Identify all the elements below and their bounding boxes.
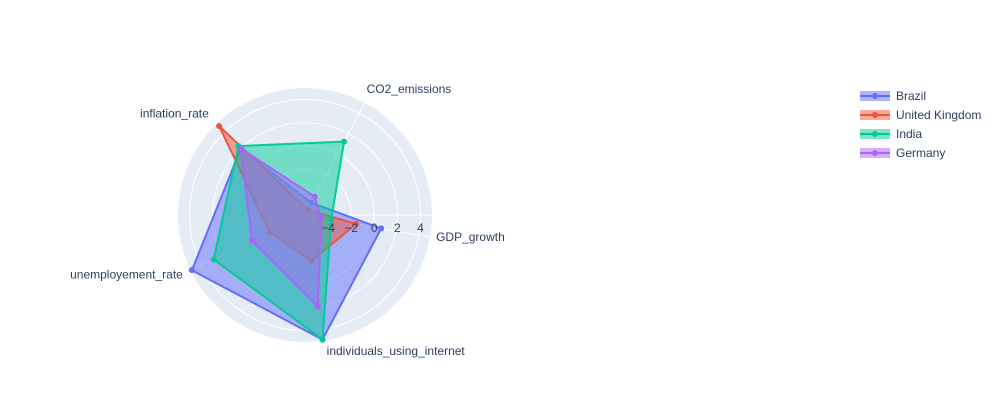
legend-label: United Kingdom: [896, 108, 981, 122]
axis-label-3: unemployement_rate: [70, 268, 183, 282]
legend-marker: [872, 93, 878, 99]
legend-item-1[interactable]: United Kingdom: [860, 108, 981, 122]
axis-label-0: GDP_growth: [436, 230, 505, 244]
radial-tick-label: 0: [371, 221, 378, 235]
axis-label-1: CO2_emissions: [367, 82, 452, 96]
data-point-2-3: [210, 256, 217, 263]
data-point-3-2: [237, 145, 244, 152]
data-point-2-1: [341, 138, 348, 145]
legend-label: India: [896, 127, 922, 141]
series-area-3: [239, 147, 322, 308]
legend-marker: [872, 112, 878, 118]
legend-label: Germany: [896, 146, 945, 160]
data-point-1-0: [353, 221, 360, 228]
legend-item-2[interactable]: India: [860, 127, 922, 141]
data-point-2-0: [328, 216, 335, 223]
radial-tick-label: −4: [321, 221, 335, 235]
axis-label-2: inflation_rate: [140, 107, 209, 121]
data-point-3-0: [317, 214, 324, 221]
legend-item-0[interactable]: Brazil: [860, 89, 926, 103]
axis-label-4: individuals_using_internet: [327, 344, 466, 358]
legend-label: Brazil: [896, 89, 926, 103]
legend-item-3[interactable]: Germany: [860, 146, 945, 160]
radial-tick-label: 2: [394, 221, 401, 235]
radial-tick-label: 4: [417, 221, 424, 235]
data-point-3-1: [311, 193, 318, 200]
radial-tick-label: −2: [344, 221, 358, 235]
data-point-1-2: [216, 123, 223, 130]
data-point-2-4: [319, 336, 326, 343]
legend-marker: [872, 150, 878, 156]
data-point-3-4: [314, 303, 321, 310]
legend-marker: [872, 131, 878, 137]
data-point-0-0: [378, 225, 385, 232]
data-point-0-3: [188, 267, 195, 274]
data-point-3-3: [249, 237, 256, 244]
